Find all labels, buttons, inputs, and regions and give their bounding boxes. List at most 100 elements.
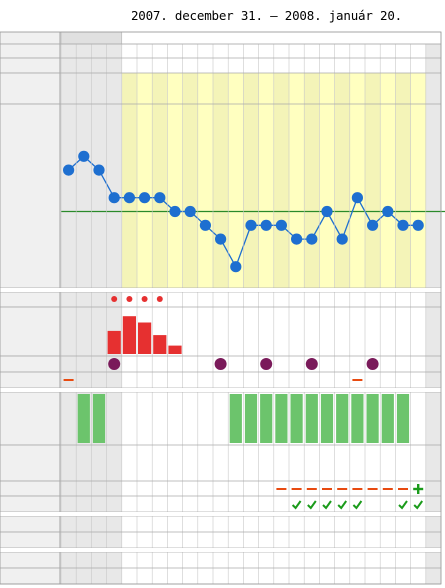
menstruation-dot xyxy=(111,296,118,302)
menstruation-dot xyxy=(141,296,148,302)
temperature-point[interactable] xyxy=(397,219,409,231)
act-mark xyxy=(108,358,121,370)
ovu-test-dash xyxy=(367,488,378,490)
row-label-cell xyxy=(0,444,61,482)
temperature-point[interactable] xyxy=(78,150,90,162)
gray-column xyxy=(425,32,441,584)
row-label-cell xyxy=(0,495,61,513)
temp-column xyxy=(258,73,274,288)
temp-column xyxy=(365,73,381,288)
mucus-block xyxy=(260,394,273,443)
row-label-cell xyxy=(0,391,61,446)
ovu-pain-check xyxy=(413,500,424,510)
temperature-point[interactable] xyxy=(169,205,181,218)
temperature-point[interactable] xyxy=(245,219,257,231)
mucus-block xyxy=(381,394,394,443)
temperature-point[interactable] xyxy=(230,261,242,273)
ovu-test-dash xyxy=(337,488,348,490)
temp-column xyxy=(410,73,426,288)
temperature-point[interactable] xyxy=(184,205,196,218)
row-label-cell xyxy=(0,57,61,74)
temperature-point[interactable] xyxy=(63,164,75,176)
temperature-point[interactable] xyxy=(215,233,227,245)
section-gap xyxy=(0,388,442,392)
row-label-cell xyxy=(0,72,61,105)
act-mark xyxy=(214,358,227,370)
bleeding-bar xyxy=(122,316,136,354)
temperature-point[interactable] xyxy=(367,219,379,231)
row-label-cell xyxy=(0,551,61,569)
temperature-point[interactable] xyxy=(336,233,348,245)
row-label-cell xyxy=(0,306,61,357)
temperature-point[interactable] xyxy=(260,219,272,231)
temp-column xyxy=(380,73,396,288)
temp-column xyxy=(243,73,259,288)
gray-column xyxy=(91,32,107,584)
section-gap xyxy=(0,288,442,292)
mucus-block xyxy=(77,394,90,443)
ovu-test-plus-v xyxy=(417,484,420,494)
act-mark xyxy=(366,358,379,370)
temp-column xyxy=(319,73,335,288)
act-mark xyxy=(260,358,273,370)
temperature-point[interactable] xyxy=(123,192,135,204)
temperature-point[interactable] xyxy=(306,233,318,245)
temperature-point[interactable] xyxy=(275,219,287,231)
gray-column xyxy=(106,32,122,584)
temp-column xyxy=(349,73,365,288)
temp-column xyxy=(137,73,153,288)
row-label-cell xyxy=(0,515,61,533)
temperature-point[interactable] xyxy=(139,192,151,204)
bleeding-bar xyxy=(168,345,182,354)
ovu-test-dash xyxy=(291,488,302,490)
temp-column xyxy=(289,73,305,288)
mucus-block xyxy=(366,394,379,443)
ovu-test-dash xyxy=(382,488,393,490)
preg-test-dash xyxy=(352,379,363,381)
chart-border xyxy=(0,31,442,585)
preg-test-dash xyxy=(63,379,74,381)
mucus-block xyxy=(229,394,242,443)
row-label-cell xyxy=(0,567,61,585)
temp-column xyxy=(121,73,137,288)
temp-column xyxy=(304,73,320,288)
temperature-point[interactable] xyxy=(321,205,333,218)
ovu-test-dash xyxy=(398,488,408,490)
menstruation-dot xyxy=(156,296,163,302)
temperature-point[interactable] xyxy=(382,205,394,218)
ovu-pain-check xyxy=(337,500,348,510)
temperature-point[interactable] xyxy=(412,219,424,231)
gray-column xyxy=(76,32,92,584)
ovu-pain-check xyxy=(352,500,363,510)
mucus-block xyxy=(396,394,410,443)
temperature-point[interactable] xyxy=(154,192,166,204)
temperature-point[interactable] xyxy=(291,233,303,245)
mucus-block xyxy=(320,394,334,443)
menstruation-dot xyxy=(126,296,133,302)
temp-column xyxy=(213,73,229,288)
mucus-block xyxy=(351,394,364,443)
temp-column xyxy=(167,73,183,288)
ovu-test-dash xyxy=(276,488,287,490)
row-label-cell xyxy=(0,43,61,59)
ovu-pain-check xyxy=(398,500,408,510)
mucus-block xyxy=(275,394,288,443)
act-mark xyxy=(305,358,318,370)
temperature-point[interactable] xyxy=(199,219,211,231)
mucus-block xyxy=(244,394,258,443)
temp-column xyxy=(182,73,198,288)
bleeding-bar xyxy=(107,330,121,354)
ovu-pain-check xyxy=(322,500,332,510)
ovu-pain-check xyxy=(291,500,302,510)
row-label-cell xyxy=(0,371,61,389)
temperature-point[interactable] xyxy=(108,192,120,204)
gray-column xyxy=(61,32,77,584)
temperature-point[interactable] xyxy=(351,192,363,204)
ovu-test-dash xyxy=(306,488,317,490)
mucus-block xyxy=(305,394,318,443)
temperature-point[interactable] xyxy=(93,164,105,176)
row-label-cell xyxy=(0,480,61,497)
row-label-cell xyxy=(0,291,61,308)
row-label-cell xyxy=(0,355,61,373)
